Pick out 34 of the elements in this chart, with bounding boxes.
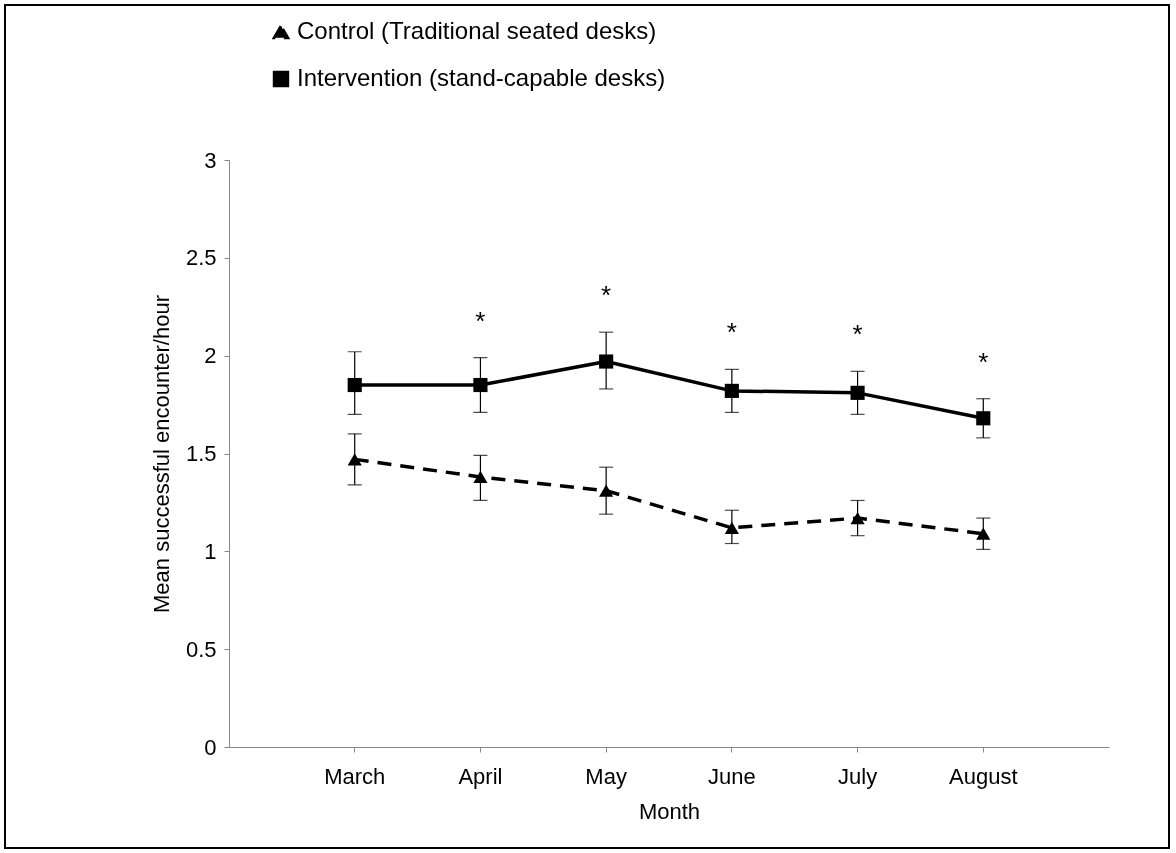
point xyxy=(347,377,362,393)
point xyxy=(473,377,488,393)
annotation: * xyxy=(475,305,486,336)
y-tick-label: 3 xyxy=(204,147,217,173)
y-tick-label: 2 xyxy=(204,343,217,369)
point xyxy=(850,385,865,400)
point xyxy=(724,383,739,398)
point xyxy=(976,527,991,540)
annotation: * xyxy=(726,317,737,348)
x-tick-label: March xyxy=(324,763,386,789)
x-tick-label: May xyxy=(585,763,627,789)
point xyxy=(599,484,614,497)
point xyxy=(724,521,739,534)
legend-label: Control (Traditional seated desks) xyxy=(297,17,657,44)
x-tick-label: June xyxy=(708,763,756,789)
y-tick-label: 1 xyxy=(204,538,217,564)
point xyxy=(850,511,865,525)
y-tick-label: 0 xyxy=(204,734,217,760)
y-tick-label: 0.5 xyxy=(185,636,217,662)
x-tick-label: April xyxy=(458,763,503,789)
legend-label: Intervention (stand-capable desks) xyxy=(297,64,666,91)
x-axis-title: Month xyxy=(638,798,701,824)
point xyxy=(599,354,614,369)
x-tick-label: July xyxy=(838,763,878,789)
annotation: * xyxy=(978,346,989,377)
y-tick-label: 1.5 xyxy=(185,441,217,466)
point xyxy=(347,453,362,466)
x-tick-label: August xyxy=(949,763,1018,789)
point xyxy=(976,411,991,426)
y-axis-title: Mean successful encounter/hour xyxy=(148,295,174,613)
annotation: * xyxy=(852,319,863,350)
y-tick-label: 2.5 xyxy=(185,245,217,271)
point xyxy=(473,470,488,484)
annotation: * xyxy=(601,280,612,311)
